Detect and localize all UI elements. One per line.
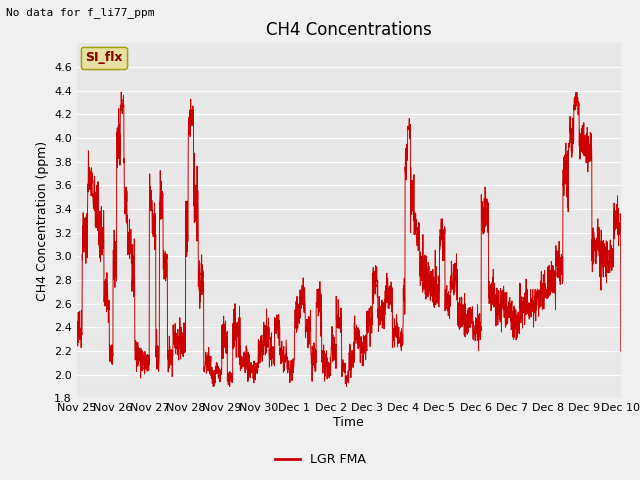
Y-axis label: CH4 Concentration (ppm): CH4 Concentration (ppm) (35, 141, 49, 301)
Text: No data for f_li77_ppm: No data for f_li77_ppm (6, 7, 155, 18)
Title: CH4 Concentrations: CH4 Concentrations (266, 21, 431, 39)
Legend: SI_flx: SI_flx (81, 47, 127, 69)
Legend: LGR FMA: LGR FMA (269, 448, 371, 471)
X-axis label: Time: Time (333, 416, 364, 429)
